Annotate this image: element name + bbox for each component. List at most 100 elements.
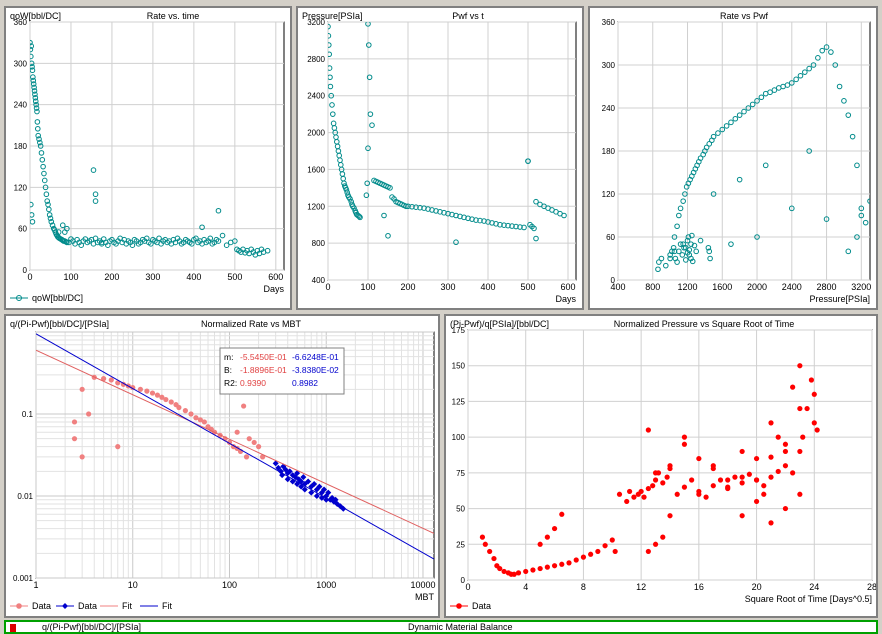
chart-title: Pwf vs t	[452, 11, 484, 21]
data-point	[182, 408, 188, 414]
x-tick-label: 12	[636, 582, 646, 592]
data-point	[758, 94, 765, 101]
data-point	[682, 244, 689, 251]
plot-data	[36, 333, 434, 560]
y-tick-label: 0.1	[22, 410, 34, 419]
x-tick-label: 8	[581, 582, 586, 592]
y-tick-label: 360	[14, 18, 28, 27]
data-point	[30, 60, 35, 67]
y-tick-label: 2800	[307, 55, 325, 64]
data-point	[768, 420, 774, 426]
data-point	[551, 525, 558, 532]
data-point	[685, 234, 692, 240]
y-tick-label: 120	[14, 183, 28, 192]
x-tick-label: 0	[325, 282, 330, 292]
data-point	[92, 198, 99, 204]
data-point	[453, 239, 459, 246]
data-point	[754, 98, 760, 104]
plot-data	[30, 39, 271, 258]
data-point	[703, 494, 709, 500]
data-point	[531, 225, 537, 232]
data-point	[356, 213, 363, 220]
data-point	[215, 207, 222, 214]
y-tick-label: 0	[461, 576, 466, 585]
data-point	[749, 101, 756, 108]
legend-marker	[16, 603, 22, 609]
data-point	[277, 468, 284, 475]
fit-value-blue: -3.8380E-02	[292, 365, 339, 375]
data-point	[739, 448, 745, 455]
data-point	[703, 144, 710, 151]
data-point	[369, 122, 375, 128]
chart-panel-pwf-vs-t: 0 100 200 300 400 500 600 400 800 1200 1600 2000 240…	[296, 6, 584, 310]
data-point	[328, 42, 332, 48]
data-point	[753, 498, 760, 505]
data-point	[86, 411, 92, 417]
data-point	[797, 448, 803, 455]
x-tick-label: 600	[560, 282, 575, 292]
y-tick-label: 175	[452, 326, 466, 335]
data-point	[811, 420, 817, 426]
x-tick-label: 100	[360, 282, 375, 292]
data-point	[517, 224, 523, 230]
fit-line	[36, 333, 434, 560]
data-point	[652, 477, 659, 483]
data-point	[33, 105, 40, 111]
data-point	[573, 557, 579, 563]
data-point	[658, 255, 665, 262]
y-tick-label: 150	[452, 362, 466, 371]
data-point	[41, 170, 47, 177]
data-point	[363, 192, 370, 199]
data-point	[788, 205, 795, 212]
data-point	[505, 222, 511, 229]
data-point	[588, 551, 594, 557]
chart-normalized-rate-vs-mbt: 1 10 100 1000 10000 0.001 0.01 0.1 q/(Pi-Pwf)[bb…	[10, 319, 435, 611]
data-point	[300, 474, 307, 481]
data-point	[811, 391, 817, 397]
data-point	[602, 543, 608, 549]
x-tick-label: 0	[465, 582, 470, 592]
data-point	[497, 221, 503, 228]
x-tick-label: 20	[752, 582, 762, 592]
data-point	[662, 262, 669, 269]
data-point	[33, 101, 39, 108]
data-point	[667, 463, 673, 469]
data-point	[797, 491, 803, 497]
y-tick-label: 60	[606, 233, 615, 242]
data-point	[715, 130, 721, 136]
data-point	[797, 72, 804, 79]
data-point	[680, 198, 686, 204]
data-point	[677, 241, 684, 247]
y-tick-label: 0	[611, 276, 616, 285]
data-point	[676, 212, 682, 219]
data-point	[624, 498, 630, 505]
data-point	[706, 248, 713, 255]
data-point	[728, 241, 734, 247]
data-point	[115, 380, 121, 386]
x-tick-label: 24	[809, 582, 819, 592]
data-point	[79, 386, 85, 392]
data-point	[168, 399, 174, 405]
data-point	[616, 491, 623, 497]
data-point	[311, 481, 318, 488]
data-point	[650, 483, 656, 489]
data-point	[30, 39, 33, 46]
chart-title: Normalized Rate vs MBT	[201, 319, 302, 329]
chart-rate-vs-time: 0 100 200 300 400 500 600060120180240300360qoW…	[10, 11, 285, 303]
x-tick-label: 200	[104, 272, 119, 282]
y-tick-label: 3200	[307, 18, 325, 27]
data-point	[814, 427, 820, 433]
data-point	[144, 388, 150, 394]
data-point	[631, 494, 637, 500]
data-point	[137, 386, 144, 392]
data-point	[31, 84, 37, 91]
data-point	[115, 444, 121, 450]
data-point	[667, 513, 673, 519]
data-point	[30, 43, 35, 49]
data-point	[739, 480, 745, 486]
data-point	[696, 491, 702, 497]
x-tick-label: 500	[227, 272, 242, 282]
data-point	[385, 232, 391, 239]
data-point	[660, 534, 666, 540]
bottom-chart-title: Dynamic Material Balance	[408, 622, 513, 632]
